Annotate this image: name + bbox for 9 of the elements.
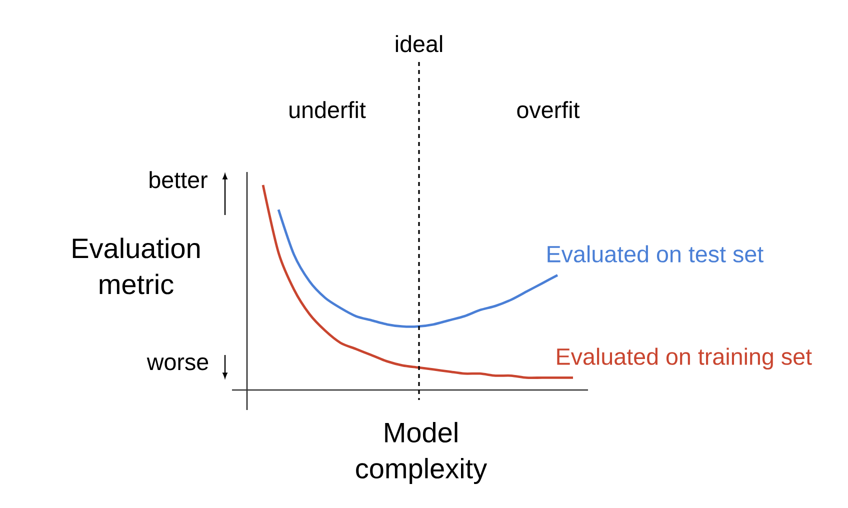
text: underfit bbox=[290, 101, 366, 118]
series-label: Evaluated on training set bbox=[557, 348, 812, 370]
series-label: Evaluated on test set bbox=[548, 245, 764, 262]
text: overfit bbox=[517, 101, 580, 118]
text: ideal bbox=[396, 35, 442, 52]
text: better bbox=[150, 171, 208, 188]
text: worse bbox=[146, 357, 208, 370]
y-axis-title: Evaluation metric bbox=[72, 238, 200, 294]
x-axis-title: Model complexity bbox=[356, 422, 488, 484]
